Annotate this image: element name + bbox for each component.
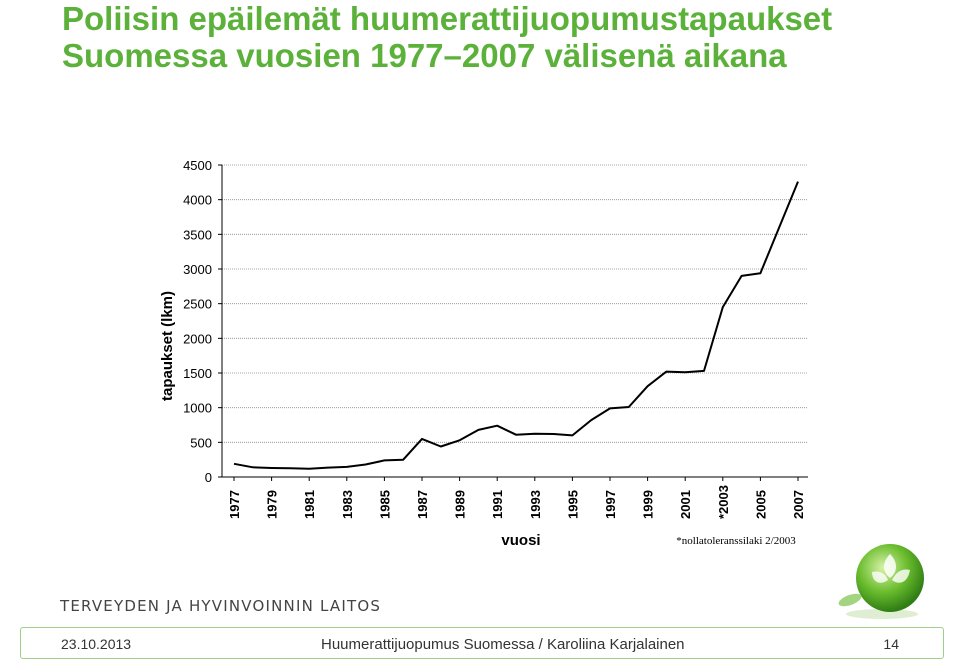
series-line bbox=[233, 181, 799, 470]
x-tick-label: 1989 bbox=[453, 490, 468, 519]
x-tick-label: 2007 bbox=[791, 490, 806, 519]
x-tick-labels: 1977 1979 1981 1983 1985 1987 1989 1991 1993 1995… bbox=[227, 485, 806, 519]
y-tick-labels: 0 500 1000 1500 2000 2500 3000 3500 4000 4500 bbox=[183, 158, 212, 485]
y-tick-label: 4500 bbox=[183, 158, 212, 173]
x-tick-label: 1993 bbox=[528, 490, 543, 519]
y-tick-label: 3000 bbox=[183, 262, 212, 277]
y-tick-label: 3500 bbox=[183, 227, 212, 242]
x-tick-label: 2001 bbox=[678, 490, 693, 519]
footer-text: Huumerattijuopumus Suomessa / Karoliina … bbox=[321, 636, 685, 653]
page-number: 14 bbox=[883, 636, 899, 652]
x-tick-label: 1997 bbox=[603, 490, 618, 519]
y-tick-label: 2000 bbox=[183, 331, 212, 346]
y-axis-label: tapaukset (lkm) bbox=[159, 291, 176, 401]
x-tick-label: 1977 bbox=[227, 490, 242, 519]
line-chart: 0 500 1000 1500 2000 2500 3000 3500 4000 4500 197… bbox=[159, 158, 808, 549]
x-tick-label: 1991 bbox=[490, 490, 505, 519]
x-tick-label: 1985 bbox=[377, 490, 392, 519]
footer-date: 23.10.2013 bbox=[61, 636, 132, 652]
x-tick-label: 1981 bbox=[302, 490, 317, 519]
title-line-2: Suomessa vuosien 1977–2007 välisenä aika… bbox=[62, 37, 787, 74]
leaf-orb-logo bbox=[838, 544, 924, 619]
y-tick-label: 1500 bbox=[183, 366, 212, 381]
chart-note: *nollatoleranssilaki 2/2003 bbox=[676, 535, 796, 547]
y-tick-label: 500 bbox=[190, 435, 212, 450]
x-tick-label: *2003 bbox=[716, 485, 731, 519]
title-line-1: Poliisin epäilemät huumerattijuopumustap… bbox=[62, 0, 833, 37]
gridlines bbox=[222, 164, 808, 443]
series bbox=[233, 181, 799, 470]
footer-bar: 23.10.2013 Huumerattijuopumus Suomessa /… bbox=[20, 627, 944, 659]
x-tick-label: 1983 bbox=[340, 490, 355, 519]
x-tick-label: 1999 bbox=[641, 490, 656, 519]
page-title: Poliisin epäilemät huumerattijuopumustap… bbox=[62, 0, 832, 74]
x-tick-label: 1979 bbox=[265, 490, 280, 519]
y-tick-label: 1000 bbox=[183, 401, 212, 416]
y-tick-label: 2500 bbox=[183, 297, 212, 312]
axes bbox=[218, 164, 808, 481]
x-tick-label: 1995 bbox=[565, 490, 580, 519]
x-tick-label: 2005 bbox=[753, 490, 768, 519]
organization-logo-text: TERVEYDEN JA HYVINVOINNIN LAITOS bbox=[60, 597, 382, 615]
y-tick-label: 0 bbox=[205, 470, 212, 485]
x-axis-label: vuosi bbox=[501, 532, 540, 549]
y-tick-label: 4000 bbox=[183, 193, 212, 208]
x-tick-label: 1987 bbox=[415, 490, 430, 519]
